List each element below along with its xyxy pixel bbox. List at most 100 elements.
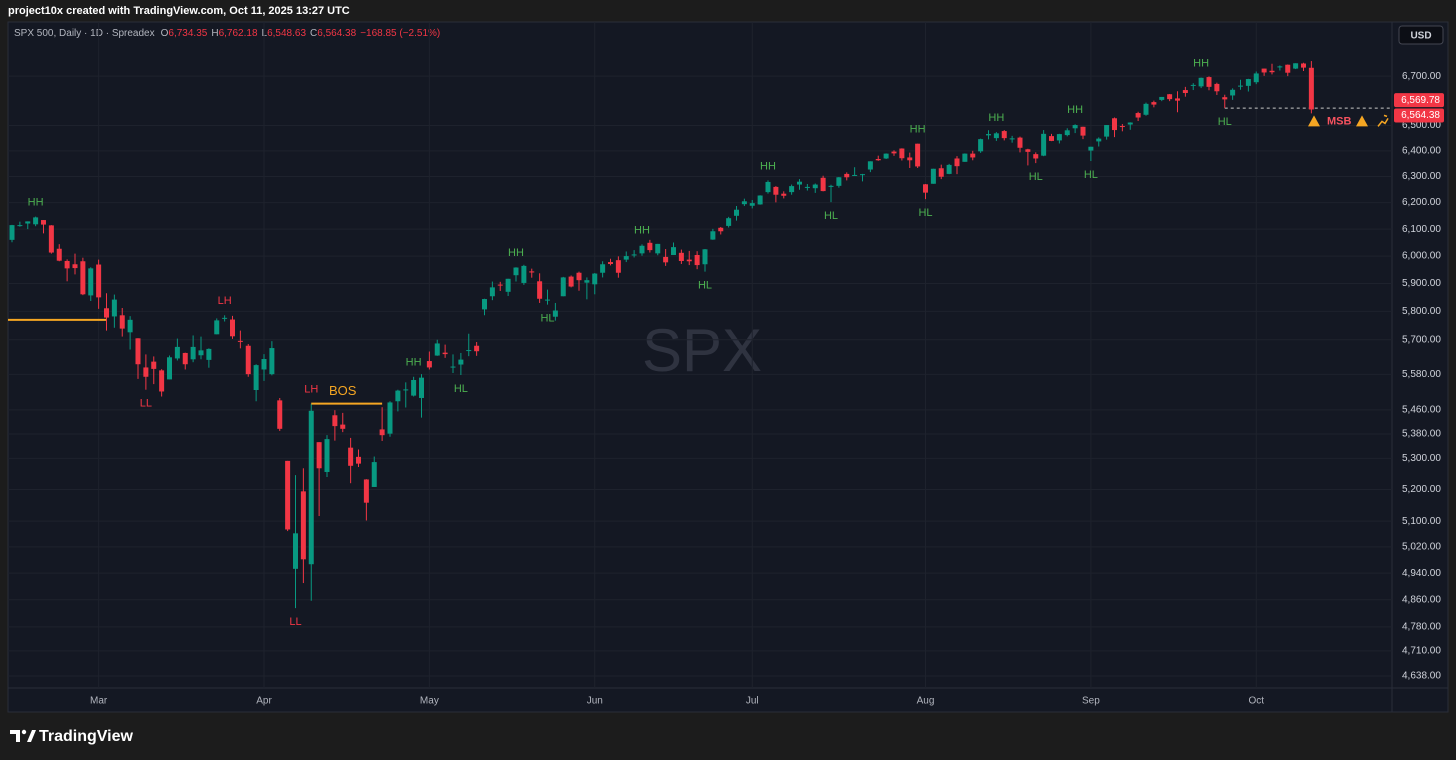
x-tick-label: Mar: [90, 696, 108, 707]
structure-label: HH: [1067, 104, 1083, 116]
l-label: L: [262, 28, 268, 39]
candle-body: [938, 168, 944, 177]
y-tick-label: 4,940.00: [1402, 568, 1441, 579]
candle-body: [741, 201, 747, 205]
price-label: 6,569.78: [1401, 95, 1440, 106]
y-tick-label: 5,380.00: [1402, 429, 1441, 440]
x-tick-label: Sep: [1082, 696, 1100, 707]
candle-body: [419, 377, 424, 398]
candle-body: [820, 177, 826, 192]
candle-body: [25, 221, 31, 224]
candle-body: [466, 350, 472, 352]
candle-body: [623, 256, 629, 260]
price-label-box: [1394, 93, 1444, 108]
candle-body: [104, 308, 109, 318]
structure-label: LH: [218, 295, 232, 307]
structure-label: HH: [910, 124, 926, 136]
candle-body: [978, 139, 984, 152]
candle-body: [812, 184, 818, 189]
candle-body: [986, 134, 991, 136]
warning-icon: [1308, 115, 1320, 127]
candle-body: [568, 276, 574, 287]
candle-body: [505, 278, 511, 292]
candle-body: [17, 225, 23, 227]
candle-body: [860, 174, 865, 176]
candle-body: [1175, 98, 1180, 101]
candle-body: [474, 345, 480, 352]
candle-body: [560, 277, 566, 297]
y-tick-label: 5,700.00: [1402, 334, 1441, 345]
candle-body: [678, 252, 684, 261]
candle-body: [781, 193, 787, 196]
candle-body: [403, 389, 409, 391]
msb-label: MSB: [1327, 115, 1352, 127]
candle-body: [293, 533, 298, 569]
candle-body: [182, 352, 188, 365]
candle-body: [710, 231, 716, 240]
y-tick-label: 6,100.00: [1402, 224, 1441, 235]
structure-label: HL: [698, 280, 712, 292]
y-tick-label: 6,500.00: [1402, 120, 1441, 131]
candle-body: [875, 158, 881, 161]
structure-label: HH: [508, 247, 524, 259]
candle-body: [167, 357, 172, 380]
y-tick-label: 5,300.00: [1402, 453, 1441, 464]
candle-body: [1253, 73, 1259, 83]
candle-body: [1261, 68, 1267, 73]
candle-body: [671, 247, 676, 255]
x-tick-label: Apr: [256, 696, 272, 707]
candle-body: [1238, 85, 1243, 87]
candle-body: [489, 287, 495, 297]
y-tick-label: 6,400.00: [1402, 145, 1441, 156]
structure-label: LL: [289, 616, 301, 628]
structure-label: LH: [304, 384, 318, 396]
candle-body: [600, 264, 606, 273]
candle-body: [387, 402, 393, 434]
candle-body: [718, 227, 724, 232]
brand: TradingView: [39, 728, 134, 745]
candle-body: [1033, 154, 1039, 159]
candle-body: [923, 184, 928, 193]
candle-body: [1269, 70, 1275, 73]
candle-body: [1127, 122, 1133, 125]
structure-label: HH: [760, 160, 776, 172]
c-value: 6,564.38: [317, 28, 356, 39]
candle-body: [930, 168, 936, 184]
structure-label: HL: [1084, 169, 1098, 181]
currency-box[interactable]: [1398, 25, 1444, 45]
candle-body: [190, 346, 196, 360]
candle-body: [521, 265, 527, 283]
currency[interactable]: USD: [1410, 31, 1431, 42]
candle-body: [1096, 138, 1102, 142]
candle-body: [135, 338, 141, 365]
candle-body: [529, 271, 535, 273]
candle-body: [899, 148, 905, 159]
candle-body: [1104, 125, 1110, 137]
candle-body: [1222, 97, 1228, 100]
legend-header: SPX 500, Daily · 1D · Spreadex O6,734.35 H…: [14, 28, 440, 39]
y-tick-label: 4,710.00: [1402, 646, 1441, 657]
candle-body: [395, 390, 401, 402]
candle-body: [497, 284, 503, 286]
candle-body: [1112, 118, 1117, 131]
y-tick-label: 5,020.00: [1402, 542, 1441, 553]
candle-body: [379, 429, 385, 436]
candle-body: [702, 249, 708, 265]
candle-body: [308, 410, 314, 565]
candle-body: [1198, 77, 1204, 87]
candle-body: [1072, 125, 1078, 129]
y-tick-label: 6,200.00: [1402, 197, 1441, 208]
candle-body: [1119, 126, 1125, 128]
y-tick-label: 5,580.00: [1402, 369, 1441, 380]
structure-label: HH: [28, 197, 44, 209]
candle-body: [1017, 137, 1023, 148]
candle-body: [214, 320, 220, 335]
candle-body: [970, 153, 976, 158]
y-tick-label: 5,200.00: [1402, 484, 1441, 495]
candle-body: [1143, 103, 1149, 115]
structure-label: HH: [406, 357, 422, 369]
structure-label: HL: [1218, 116, 1232, 128]
structure-label: LL: [140, 398, 152, 410]
candle-body: [127, 319, 133, 333]
